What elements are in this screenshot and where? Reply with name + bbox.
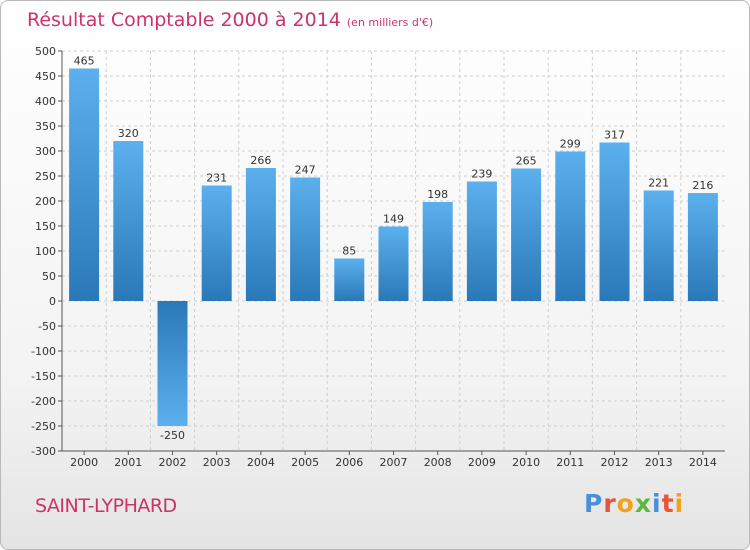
logo-letter: o	[616, 489, 635, 518]
chart-title-text: Résultat Comptable 2000 à 2014	[27, 9, 341, 31]
logo-letter: i	[652, 489, 662, 518]
y-tick-label: 400	[35, 95, 56, 108]
x-tick-label: 2007	[380, 456, 408, 469]
y-tick-label: 150	[35, 220, 56, 233]
bar-2013	[643, 190, 674, 301]
y-tick-label: -100	[31, 345, 56, 358]
value-label: 265	[516, 155, 537, 168]
y-tick-label: 250	[35, 170, 56, 183]
bar-2002	[157, 301, 188, 426]
bar-2008	[422, 202, 453, 301]
x-tick-label: 2006	[335, 456, 363, 469]
bar-2005	[290, 177, 321, 301]
x-tick-label: 2014	[689, 456, 717, 469]
value-label: 465	[74, 55, 95, 68]
x-tick-label: 2005	[291, 456, 319, 469]
x-tick-label: 2009	[468, 456, 496, 469]
bar-2009	[466, 181, 497, 301]
y-tick-label: 450	[35, 70, 56, 83]
y-tick-label: -300	[31, 445, 56, 458]
value-label: 320	[118, 127, 139, 140]
value-label: 299	[560, 138, 581, 151]
bar-2012	[599, 142, 630, 301]
y-tick-label: -50	[38, 320, 56, 333]
logo-letter: P	[584, 489, 604, 518]
x-tick-label: 2008	[424, 456, 452, 469]
y-tick-label: 350	[35, 120, 56, 133]
y-tick-label: 100	[35, 245, 56, 258]
y-tick-label: -150	[31, 370, 56, 383]
value-label: 149	[383, 213, 404, 226]
x-tick-label: 2000	[70, 456, 98, 469]
bar-2011	[555, 151, 586, 301]
y-tick-label: -200	[31, 395, 56, 408]
value-label: 216	[692, 179, 713, 192]
bar-2003	[201, 185, 232, 301]
y-tick-label: 200	[35, 195, 56, 208]
logo-letter: x	[634, 489, 652, 518]
x-tick-label: 2001	[114, 456, 142, 469]
chart-title: Résultat Comptable 2000 à 2014 (en millie…	[27, 9, 433, 31]
town-name: SAINT-LYPHARD	[35, 495, 177, 517]
x-tick-label: 2002	[159, 456, 187, 469]
x-tick-label: 2003	[203, 456, 231, 469]
value-label: 198	[427, 188, 448, 201]
bar-2006	[334, 258, 365, 301]
bar-2000	[69, 68, 100, 301]
y-tick-label: -250	[31, 420, 56, 433]
logo-letter: r	[603, 489, 617, 518]
bar-2007	[378, 226, 409, 301]
value-label: 221	[648, 177, 669, 190]
value-label: 266	[250, 154, 271, 167]
value-label: 247	[295, 164, 316, 177]
value-label: 317	[604, 129, 625, 142]
value-label: 239	[471, 168, 492, 181]
y-tick-label: 50	[42, 270, 56, 283]
value-label: 85	[342, 245, 356, 258]
logo-letter: i	[674, 489, 685, 518]
x-tick-label: 2011	[556, 456, 584, 469]
chart-subtitle: (en milliers d'€)	[346, 16, 434, 29]
proxiti-logo: Proxiti	[584, 489, 684, 518]
y-tick-label: 500	[35, 45, 56, 58]
bar-2004	[245, 168, 276, 301]
y-tick-label: 300	[35, 145, 56, 158]
x-tick-label: 2004	[247, 456, 275, 469]
x-tick-label: 2013	[645, 456, 673, 469]
y-tick-label: 0	[49, 295, 56, 308]
bar-2010	[511, 168, 542, 301]
bar-2014	[687, 193, 718, 301]
value-label: 231	[206, 172, 227, 185]
logo-letter: t	[661, 489, 675, 518]
x-tick-label: 2012	[601, 456, 629, 469]
bar-2001	[113, 141, 144, 301]
x-tick-label: 2010	[512, 456, 540, 469]
value-label: -250	[160, 429, 185, 442]
